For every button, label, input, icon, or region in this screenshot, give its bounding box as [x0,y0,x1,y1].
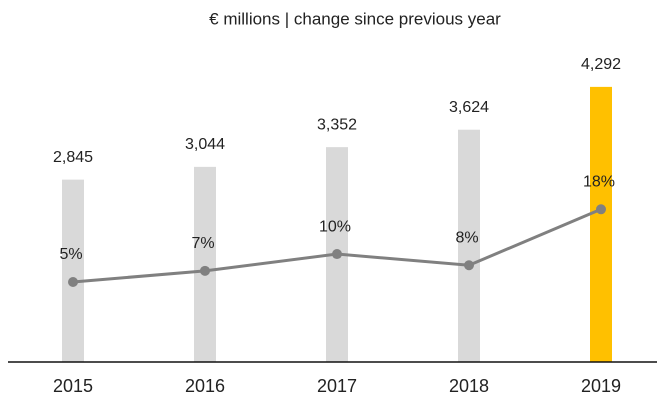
line-point [596,204,606,215]
chart-title: € millions | change since previous year [209,9,501,28]
line-value-label: 5% [59,246,82,263]
line-point [464,260,474,271]
bar [194,166,216,362]
bar [590,86,612,362]
bar-value-label: 2,845 [53,149,93,166]
x-tick-label: 2019 [581,376,621,396]
line-value-label: 18% [583,174,615,191]
line-point [200,265,210,276]
bar [458,129,480,362]
x-tick-label: 2018 [449,376,489,396]
x-tick-label: 2017 [317,376,357,396]
line-point [332,249,342,260]
x-tick-label: 2015 [53,376,93,396]
bar-value-label: 4,292 [581,56,621,73]
line-value-label: 8% [455,229,478,246]
line-value-label: 7% [191,235,214,252]
x-tick-label: 2016 [185,376,225,396]
bar [62,179,84,362]
bar-value-label: 3,624 [449,99,489,116]
bar-value-label: 3,044 [185,136,225,153]
line-value-label: 10% [319,218,351,235]
line-point [68,277,78,288]
bar-value-label: 3,352 [317,116,357,133]
